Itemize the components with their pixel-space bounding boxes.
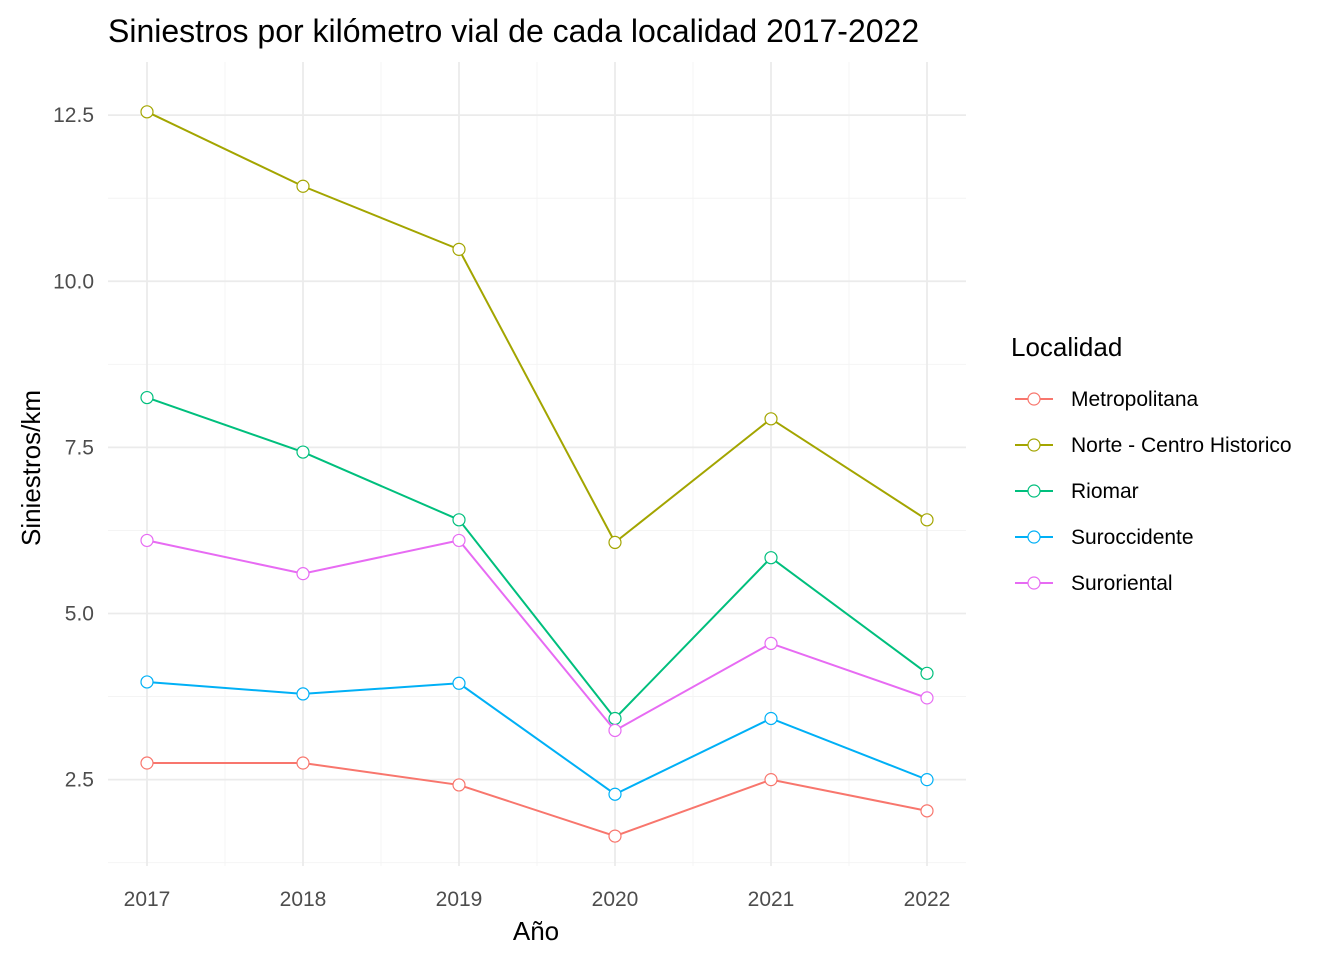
series-layer bbox=[140, 105, 934, 843]
y-axis-ticks: 2.5 5.0 7.5 10.0 12.5 bbox=[53, 104, 94, 791]
data-point bbox=[296, 445, 310, 459]
data-point bbox=[296, 179, 310, 193]
y-tick-label: 7.5 bbox=[65, 436, 94, 459]
data-point bbox=[608, 829, 622, 843]
x-tick-label: 2018 bbox=[280, 888, 327, 911]
data-point bbox=[920, 513, 934, 527]
data-point bbox=[452, 676, 466, 690]
legend-key-point bbox=[1027, 392, 1041, 406]
data-point bbox=[608, 723, 622, 738]
data-point bbox=[140, 390, 154, 405]
data-point bbox=[764, 636, 778, 651]
series-line bbox=[147, 762, 928, 838]
legend-label: Riomar bbox=[1071, 480, 1139, 503]
data-point bbox=[140, 675, 154, 689]
series-suroriental bbox=[140, 533, 934, 738]
legend-item: Metropolitana bbox=[1015, 388, 1199, 411]
legend-label: Suroccidente bbox=[1071, 526, 1194, 549]
legend-items: Metropolitana Norte - Centro Historico Rio… bbox=[1015, 388, 1292, 595]
legend-title: Localidad bbox=[1011, 332, 1122, 362]
x-tick-label: 2019 bbox=[436, 888, 483, 911]
legend-key-point bbox=[1027, 530, 1041, 544]
legend-label: Suroriental bbox=[1071, 572, 1173, 595]
data-point bbox=[608, 787, 622, 801]
legend-item: Riomar bbox=[1015, 480, 1139, 503]
data-point bbox=[140, 105, 154, 119]
data-point bbox=[764, 773, 778, 787]
legend-label: Metropolitana bbox=[1071, 388, 1199, 411]
legend-key-point bbox=[1027, 484, 1041, 498]
x-tick-label: 2017 bbox=[124, 888, 171, 911]
legend-key-point bbox=[1027, 576, 1041, 590]
data-point bbox=[920, 666, 934, 680]
data-point bbox=[296, 567, 310, 581]
data-point bbox=[608, 711, 622, 726]
legend: Localidad Metropolitana Norte - Centro Hi… bbox=[1011, 332, 1292, 595]
data-point bbox=[920, 804, 934, 818]
legend-item: Norte - Centro Historico bbox=[1015, 434, 1292, 457]
y-tick-label: 5.0 bbox=[65, 603, 94, 626]
y-tick-label: 12.5 bbox=[53, 104, 94, 127]
series-line bbox=[146, 110, 928, 544]
x-tick-label: 2021 bbox=[748, 888, 795, 911]
y-axis-title: Siniestros/km bbox=[16, 390, 46, 546]
x-axis-ticks: 2017 2018 2019 2020 2021 2022 bbox=[124, 888, 951, 911]
data-point bbox=[920, 773, 934, 787]
legend-item: Suroccidente bbox=[1015, 526, 1194, 549]
data-point bbox=[764, 551, 778, 565]
x-axis-title: Año bbox=[513, 916, 559, 946]
series-metropolitana bbox=[140, 756, 934, 843]
y-tick-label: 2.5 bbox=[65, 769, 94, 792]
legend-label: Norte - Centro Historico bbox=[1071, 434, 1292, 457]
grid bbox=[108, 62, 966, 866]
data-point bbox=[452, 513, 466, 527]
data-point bbox=[296, 687, 310, 701]
y-tick-label: 10.0 bbox=[53, 270, 94, 293]
series-line bbox=[146, 680, 928, 796]
data-point bbox=[920, 691, 934, 705]
data-point bbox=[608, 535, 622, 550]
x-tick-label: 2020 bbox=[592, 888, 639, 911]
series-line bbox=[146, 396, 928, 721]
series-suroccidente bbox=[140, 675, 934, 801]
data-point bbox=[452, 242, 466, 256]
data-point bbox=[764, 412, 778, 426]
series-norte-centro-historico bbox=[140, 105, 934, 550]
data-point bbox=[452, 533, 466, 548]
legend-key-point bbox=[1027, 438, 1041, 452]
data-point bbox=[452, 778, 466, 792]
data-point bbox=[296, 756, 310, 770]
data-point bbox=[140, 533, 154, 548]
data-point bbox=[140, 756, 154, 770]
chart-title: Siniestros por kilómetro vial de cada lo… bbox=[108, 13, 919, 49]
series-riomar bbox=[140, 390, 934, 726]
legend-item: Suroriental bbox=[1015, 572, 1173, 595]
series-line bbox=[146, 539, 928, 732]
x-tick-label: 2022 bbox=[904, 888, 951, 911]
data-point bbox=[764, 711, 778, 726]
